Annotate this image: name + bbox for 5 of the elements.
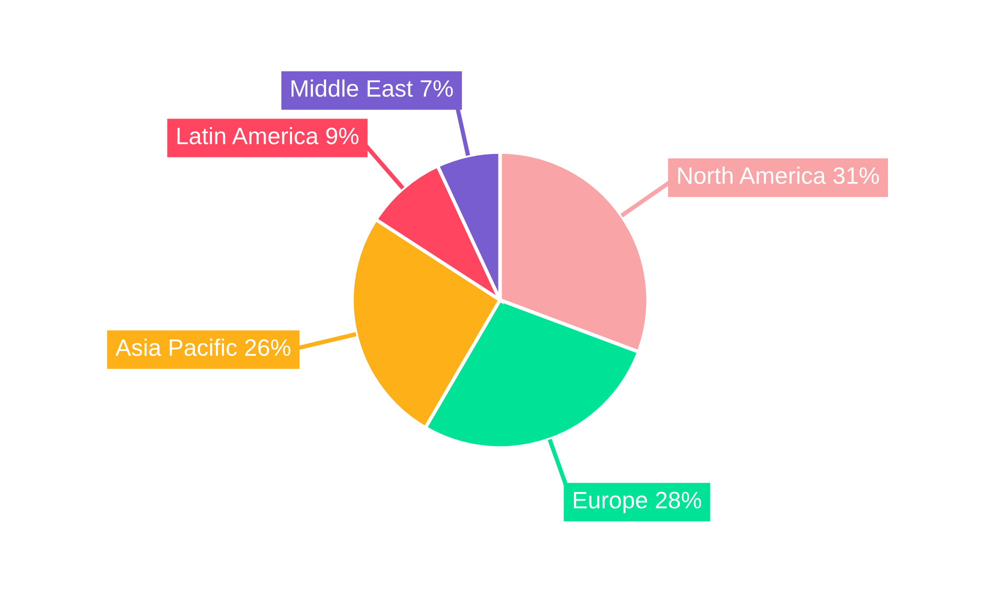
slice-label: Europe 28% bbox=[574, 492, 702, 514]
slice-label: Asia Pacific 26% bbox=[115, 338, 290, 356]
slice-label: Latin America 9% bbox=[177, 127, 358, 144]
slice-label: Middle East 7% bbox=[292, 79, 453, 97]
slice-label: North America 31% bbox=[678, 166, 879, 184]
